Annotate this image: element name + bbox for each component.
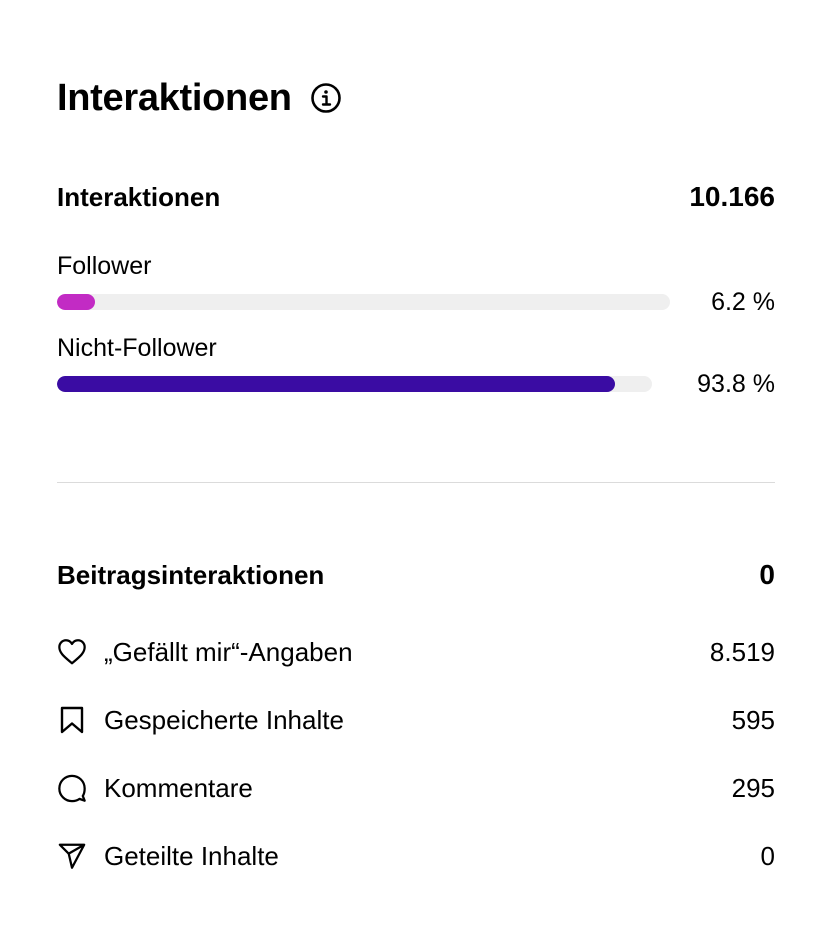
page-title: Interaktionen [57,77,292,119]
non-follower-bar-track [57,376,652,392]
info-icon[interactable] [310,82,342,114]
follower-label: Follower [57,252,152,280]
header: Interaktionen [57,74,342,122]
saved-row: Gespeicherte Inhalte 595 [57,700,775,740]
comments-label: Kommentare [104,772,253,803]
bookmark-icon [57,705,87,735]
likes-value: 8.519 [709,636,775,667]
non-follower-label: Nicht-Follower [57,334,217,362]
follower-bar-track [57,294,670,310]
comment-icon [57,773,87,803]
shares-label: Geteilte Inhalte [104,840,279,871]
share-icon [57,841,87,871]
non-follower-value: 93.8 % [697,370,775,398]
summary-row: Interaktionen 10.166 [57,180,775,214]
post-interactions-label: Beitragsinteraktionen [57,560,325,590]
post-interactions-row: Beitragsinteraktionen 0 [57,558,775,592]
shares-value: 0 [760,840,775,871]
likes-label: „Gefällt mir“-Angaben [104,636,353,667]
comments-row: Kommentare 295 [57,768,775,808]
follower-value: 6.2 % [711,288,775,316]
summary-label: Interaktionen [57,182,221,212]
comments-value: 295 [731,772,775,803]
saved-label: Gespeicherte Inhalte [104,704,344,735]
post-interactions-value: 0 [759,559,775,590]
follower-bar-fill [57,294,95,310]
summary-value: 10.166 [689,181,775,212]
heart-icon [57,637,87,667]
non-follower-bar-fill [57,376,616,392]
shares-row: Geteilte Inhalte 0 [57,836,775,876]
saved-value: 595 [731,704,775,735]
likes-row: „Gefällt mir“-Angaben 8.519 [57,632,775,672]
divider [57,482,775,483]
